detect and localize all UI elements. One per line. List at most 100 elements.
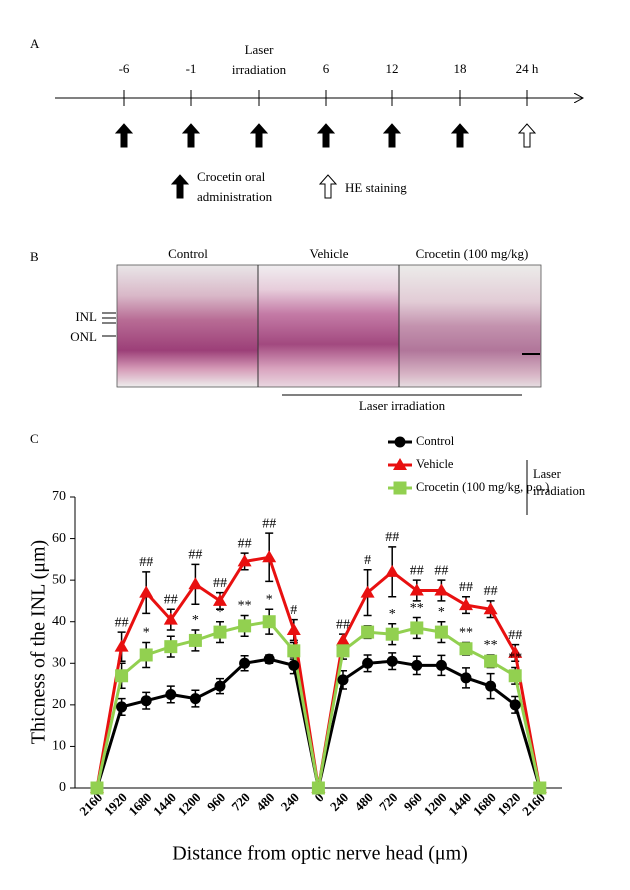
bracket-label: Laser irradiation <box>359 398 446 413</box>
significance-mark: * <box>192 613 199 628</box>
data-point <box>460 672 472 684</box>
data-point <box>288 659 300 671</box>
x-tick-label: 720 <box>376 790 400 814</box>
significance-mark: ** <box>459 626 473 641</box>
y-tick-label: 0 <box>59 780 66 795</box>
timeline-arrow <box>316 123 336 148</box>
data-point <box>484 654 498 668</box>
data-point <box>189 693 201 705</box>
legend-label: HE staining <box>345 180 407 195</box>
significance-mark: ** <box>410 601 424 616</box>
x-axis-title: Distance from optic nerve head (μm) <box>172 843 468 865</box>
significance-mark: ## <box>508 628 522 643</box>
histology-image <box>399 265 541 387</box>
significance-mark: * <box>143 626 150 641</box>
panel-label: C <box>30 431 39 446</box>
significance-mark: # <box>290 603 297 618</box>
data-point <box>286 623 301 636</box>
significance-mark: ## <box>434 563 448 578</box>
data-point <box>263 653 275 665</box>
data-point <box>409 583 424 596</box>
x-tick-label: 480 <box>351 790 375 814</box>
significance-mark: ## <box>385 530 399 545</box>
column-label: Vehicle <box>310 246 349 261</box>
x-tick-label: 1440 <box>445 790 474 819</box>
data-point <box>262 550 277 563</box>
y-tick-label: 30 <box>52 656 66 671</box>
data-point <box>287 644 301 658</box>
timeline-arrow <box>450 123 470 148</box>
y-tick-label: 60 <box>52 531 66 546</box>
significance-mark: * <box>266 592 273 607</box>
legend-bracket-label: Laser irradiation <box>533 467 586 498</box>
timeline-label: -1 <box>186 61 197 76</box>
significance-mark: # <box>364 553 371 568</box>
significance-mark: ## <box>459 580 473 595</box>
data-point <box>509 699 521 711</box>
data-point <box>163 612 178 625</box>
data-point <box>361 625 375 639</box>
data-point <box>213 593 227 606</box>
significance-mark: ** <box>508 651 522 666</box>
data-point <box>411 659 423 671</box>
timeline-label: 12 <box>386 61 399 76</box>
data-point <box>188 577 203 590</box>
series-line <box>95 657 542 789</box>
data-point <box>508 669 522 683</box>
x-tick-label: 1440 <box>150 790 179 819</box>
data-point <box>311 781 325 795</box>
data-point <box>485 680 497 692</box>
data-point <box>239 657 251 669</box>
x-tick-label: 240 <box>327 790 351 814</box>
column-label: Control <box>168 246 208 261</box>
data-point <box>140 695 152 707</box>
data-point <box>362 657 374 669</box>
image-frame <box>116 264 542 388</box>
legend-label: Crocetin oral administration <box>197 169 273 204</box>
legend-marker <box>394 436 406 448</box>
histology-image <box>258 265 399 387</box>
layer-label: ONL <box>70 329 97 344</box>
data-point <box>360 585 375 598</box>
data-point <box>115 669 129 683</box>
legend-arrow <box>318 174 338 199</box>
legend-label: Vehicle <box>416 457 454 471</box>
data-point <box>139 585 154 598</box>
timeline-arrow <box>249 123 269 148</box>
timeline-arrow <box>114 123 134 148</box>
data-point <box>386 655 398 667</box>
timeline-label: 24 h <box>516 61 539 76</box>
y-tick-label: 70 <box>52 489 66 504</box>
data-point <box>90 781 104 795</box>
x-tick-label: 720 <box>228 790 252 814</box>
column-label: Crocetin (100 mg/kg) <box>416 246 529 261</box>
data-point <box>213 625 227 639</box>
significance-mark: ## <box>213 576 227 591</box>
y-axis-title: Thicness of the INL (μm) <box>28 540 50 744</box>
data-point <box>385 627 399 641</box>
significance-mark: ## <box>115 615 129 630</box>
timeline-label: Laser irradiation <box>231 42 287 77</box>
significance-mark: ## <box>336 617 350 632</box>
data-point <box>483 602 498 615</box>
significance-mark: * <box>217 605 224 620</box>
y-tick-label: 20 <box>52 697 66 712</box>
significance-mark: ## <box>139 555 153 570</box>
x-tick-label: 1680 <box>125 790 154 819</box>
timeline-label: 6 <box>323 61 330 76</box>
significance-mark: ## <box>262 516 276 531</box>
data-point <box>164 640 178 654</box>
data-point <box>434 625 448 639</box>
significance-mark: ** <box>238 599 252 614</box>
significance-mark: ** <box>484 638 498 653</box>
legend-label: Control <box>416 434 455 448</box>
legend-marker <box>393 481 407 495</box>
data-point <box>533 781 547 795</box>
x-tick-label: 960 <box>204 790 228 814</box>
x-tick-label: 240 <box>278 790 302 814</box>
significance-mark: ## <box>410 563 424 578</box>
data-point <box>262 615 276 629</box>
data-point <box>114 639 129 652</box>
